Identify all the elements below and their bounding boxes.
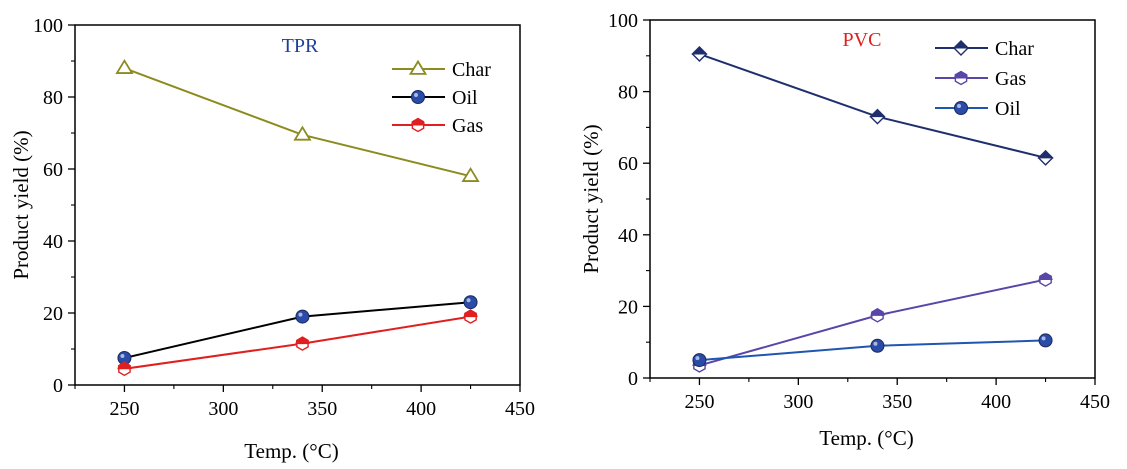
legend-item-gas: Gas xyxy=(392,115,483,137)
data-point-char xyxy=(461,166,480,182)
y-tick-label: 80 xyxy=(43,87,63,109)
legend-item-oil: Oil xyxy=(392,87,478,109)
x-axis-label: Temp. (°C) xyxy=(819,426,913,450)
y-tick-label: 80 xyxy=(618,82,638,104)
y-tick-label: 0 xyxy=(53,375,63,397)
series-line-gas xyxy=(699,278,1046,367)
legend-marker xyxy=(952,40,970,56)
x-tick-label: 450 xyxy=(1080,391,1110,413)
y-axis-label: Product yield (%) xyxy=(9,130,33,279)
legend-marker xyxy=(411,90,425,104)
data-point-gas xyxy=(870,308,885,323)
x-tick-label: 250 xyxy=(109,398,139,420)
series-line-oil xyxy=(124,301,471,359)
y-tick-label: 60 xyxy=(618,153,638,175)
y-tick-label: 100 xyxy=(33,15,63,37)
series-oil xyxy=(692,333,1053,368)
chart-title: TPR xyxy=(282,35,319,57)
data-point-char xyxy=(691,46,708,62)
y-tick-label: 20 xyxy=(618,296,638,318)
series-char xyxy=(691,46,1054,166)
chart-panel-2: 250 300 350 400 450 0 20 40 60 80 100 Temp. (°C) Pro… xyxy=(579,10,1110,450)
legend-label: Char xyxy=(452,59,491,81)
y-tick-label: 40 xyxy=(618,225,638,247)
data-point-char xyxy=(293,125,312,141)
series-line-char xyxy=(699,53,1046,159)
x-tick-label: 350 xyxy=(882,391,912,413)
data-point-char xyxy=(1037,149,1054,166)
x-tick-label: 400 xyxy=(406,398,436,420)
legend-item-char: Char xyxy=(935,38,1034,60)
legend-marker xyxy=(953,70,969,86)
legend-marker xyxy=(954,101,968,115)
x-tick-label: 300 xyxy=(783,391,813,413)
x-tick-label: 450 xyxy=(505,398,535,420)
y-tick-label: 60 xyxy=(43,159,63,181)
data-point-oil xyxy=(692,353,707,368)
legend-label: Gas xyxy=(452,115,483,137)
y-tick-label: 0 xyxy=(628,368,638,390)
data-point-oil xyxy=(117,351,132,365)
legend-label: Oil xyxy=(995,98,1021,120)
x-tick-label: 250 xyxy=(684,391,714,413)
x-axis-label: Temp. (°C) xyxy=(244,439,338,463)
x-tick-label: 350 xyxy=(307,398,337,420)
data-point-gas xyxy=(1038,272,1053,287)
legend-label: Char xyxy=(995,38,1034,60)
series-gas xyxy=(117,309,478,377)
data-point-oil xyxy=(463,295,478,310)
legend-label: Gas xyxy=(995,68,1026,90)
data-point-gas xyxy=(295,336,310,351)
chart-panel-1: 250 300 350 400 450 0 20 40 60 80 100 Temp. (°C) Pro… xyxy=(9,15,535,463)
y-tick-label: 100 xyxy=(608,10,638,32)
series-char xyxy=(115,58,480,182)
data-point-gas xyxy=(117,361,132,377)
data-point-oil xyxy=(870,338,885,353)
legend-marker xyxy=(410,117,426,133)
data-point-char xyxy=(869,108,886,125)
legend-item-gas: Gas xyxy=(935,68,1026,90)
data-point-oil xyxy=(295,309,310,324)
y-axis-label: Product yield (%) xyxy=(579,124,603,273)
x-tick-label: 300 xyxy=(208,398,238,420)
chart-title: PVC xyxy=(843,29,882,51)
legend-marker xyxy=(408,59,428,75)
plot-frame xyxy=(649,19,1096,379)
legend-label: Oil xyxy=(452,87,478,109)
legend-item-oil: Oil xyxy=(935,98,1021,120)
y-tick-label: 40 xyxy=(43,231,63,253)
y-tick-label: 20 xyxy=(43,303,63,325)
series-oil xyxy=(117,295,478,365)
data-point-oil xyxy=(1038,333,1053,348)
data-point-char xyxy=(115,58,134,74)
x-tick-label: 400 xyxy=(981,391,1011,413)
data-point-gas xyxy=(463,309,478,324)
legend-item-char: Char xyxy=(392,59,491,81)
